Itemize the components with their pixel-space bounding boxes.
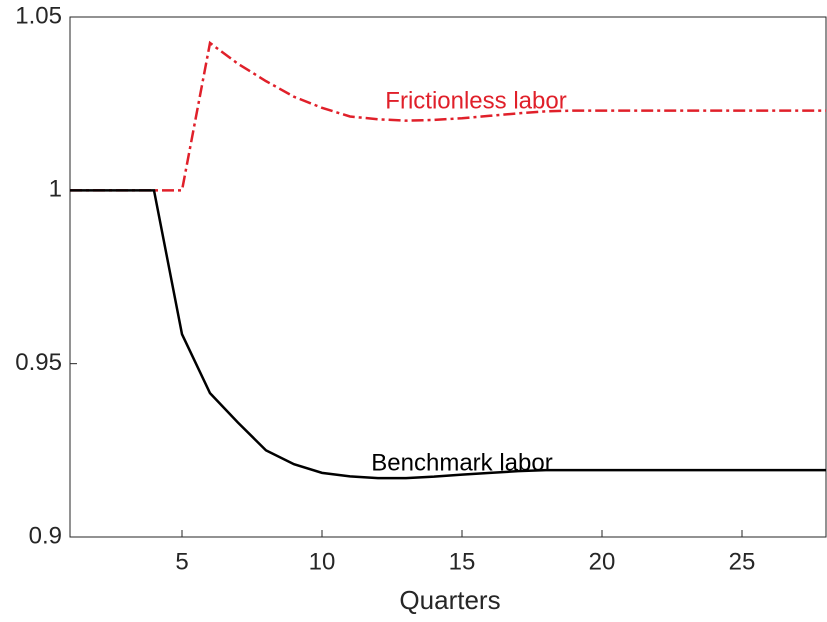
plot-frame	[69, 16, 827, 538]
x-axis-label: Quarters	[399, 585, 500, 615]
y-tick-label: 0.9	[29, 522, 62, 549]
x-tick-label: 5	[175, 548, 188, 575]
y-tick-label: 1.05	[15, 2, 62, 29]
annotation: Benchmark labor	[371, 450, 552, 477]
x-tick-label: 20	[589, 548, 616, 575]
x-tick-label: 25	[729, 548, 756, 575]
y-tick-label: 1	[49, 176, 62, 203]
y-tick-label: 0.95	[15, 349, 62, 376]
series-line	[70, 189, 826, 480]
x-tick-label: 15	[449, 548, 476, 575]
series-line	[70, 40, 826, 192]
annotation: Frictionless labor	[385, 87, 566, 114]
x-tick-label: 10	[309, 548, 336, 575]
